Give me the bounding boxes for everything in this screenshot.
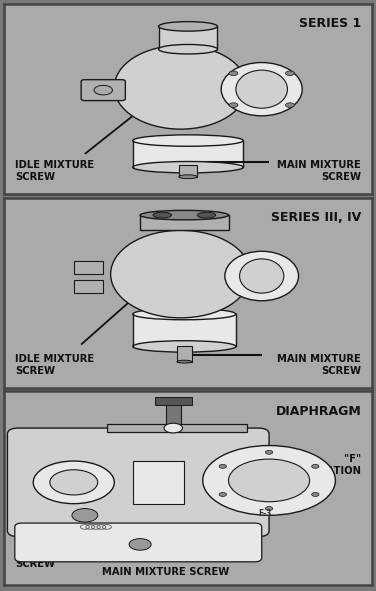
Circle shape bbox=[229, 103, 238, 108]
Ellipse shape bbox=[159, 22, 217, 31]
Circle shape bbox=[265, 450, 273, 454]
Circle shape bbox=[203, 446, 335, 515]
Circle shape bbox=[50, 470, 98, 495]
Circle shape bbox=[312, 492, 319, 496]
Ellipse shape bbox=[140, 210, 229, 220]
Circle shape bbox=[164, 423, 182, 433]
Text: DIAPHRAGM: DIAPHRAGM bbox=[276, 405, 361, 418]
Circle shape bbox=[94, 85, 112, 95]
Ellipse shape bbox=[114, 46, 247, 129]
Circle shape bbox=[285, 103, 294, 108]
Ellipse shape bbox=[133, 161, 243, 173]
Text: SERIES 1: SERIES 1 bbox=[299, 17, 361, 30]
Bar bbox=[133, 139, 243, 167]
Ellipse shape bbox=[153, 212, 171, 218]
Ellipse shape bbox=[221, 63, 302, 116]
Circle shape bbox=[219, 492, 226, 496]
Ellipse shape bbox=[179, 175, 197, 178]
Bar bbox=[177, 346, 192, 362]
Circle shape bbox=[285, 71, 294, 76]
Bar bbox=[179, 165, 197, 177]
Circle shape bbox=[229, 459, 309, 502]
Text: F-3: F-3 bbox=[259, 509, 272, 518]
Text: MAIN MIXTURE SCREW: MAIN MIXTURE SCREW bbox=[102, 567, 229, 577]
Circle shape bbox=[219, 465, 226, 468]
Text: IDLE MIXTURE
SCREW: IDLE MIXTURE SCREW bbox=[15, 355, 94, 376]
FancyBboxPatch shape bbox=[81, 80, 125, 100]
Ellipse shape bbox=[133, 309, 236, 320]
Ellipse shape bbox=[197, 212, 216, 218]
Ellipse shape bbox=[177, 361, 192, 363]
Circle shape bbox=[312, 465, 319, 468]
Bar bbox=[74, 261, 103, 274]
FancyBboxPatch shape bbox=[8, 428, 269, 537]
Bar bbox=[140, 215, 229, 230]
Ellipse shape bbox=[159, 44, 217, 54]
Ellipse shape bbox=[225, 251, 299, 301]
Ellipse shape bbox=[133, 340, 236, 352]
Text: IDLE MIXTURE
SCREW: IDLE MIXTURE SCREW bbox=[15, 547, 94, 569]
Bar bbox=[107, 424, 247, 432]
Bar bbox=[74, 280, 103, 293]
Bar bbox=[159, 27, 217, 49]
Bar bbox=[133, 312, 236, 346]
Bar bbox=[133, 461, 184, 504]
Ellipse shape bbox=[111, 230, 251, 318]
FancyBboxPatch shape bbox=[15, 523, 262, 562]
Ellipse shape bbox=[236, 70, 288, 108]
Ellipse shape bbox=[133, 135, 243, 146]
Text: IDLE MIXTURE
SCREW: IDLE MIXTURE SCREW bbox=[15, 160, 94, 182]
Text: "F"
DESIGNATION: "F" DESIGNATION bbox=[284, 454, 361, 476]
Text: MAIN MIXTURE
SCREW: MAIN MIXTURE SCREW bbox=[277, 355, 361, 376]
Circle shape bbox=[33, 461, 114, 504]
Text: MAIN MIXTURE
SCREW: MAIN MIXTURE SCREW bbox=[277, 160, 361, 182]
Circle shape bbox=[129, 538, 151, 550]
Circle shape bbox=[265, 506, 273, 511]
Circle shape bbox=[229, 71, 238, 76]
Ellipse shape bbox=[240, 259, 284, 293]
Circle shape bbox=[72, 508, 98, 522]
Bar bbox=[155, 397, 192, 405]
Text: SERIES III, IV: SERIES III, IV bbox=[271, 212, 361, 225]
Bar bbox=[166, 399, 180, 424]
